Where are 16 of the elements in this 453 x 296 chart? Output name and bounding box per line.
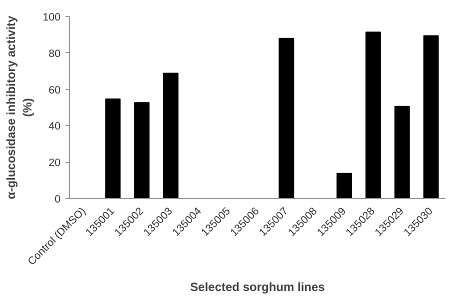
bar <box>423 35 439 198</box>
bar <box>163 72 178 198</box>
y-tick-label: 20 <box>48 157 61 170</box>
bar <box>278 38 294 198</box>
bar <box>336 172 352 198</box>
y-tick-label: 80 <box>48 48 61 60</box>
bar <box>105 98 121 198</box>
y-tick-label: 40 <box>48 120 61 133</box>
x-axis-title: Selected sorghum lines <box>190 280 326 294</box>
y-tick-label: 100 <box>42 12 61 24</box>
bar <box>365 32 381 198</box>
bar <box>394 106 410 198</box>
y-tick-label: 60 <box>48 84 61 96</box>
bar <box>134 102 150 198</box>
y-tick-label: 0 <box>54 194 61 206</box>
y-axis-title: α-glucosidase inhibitory activity (%) <box>4 15 35 200</box>
